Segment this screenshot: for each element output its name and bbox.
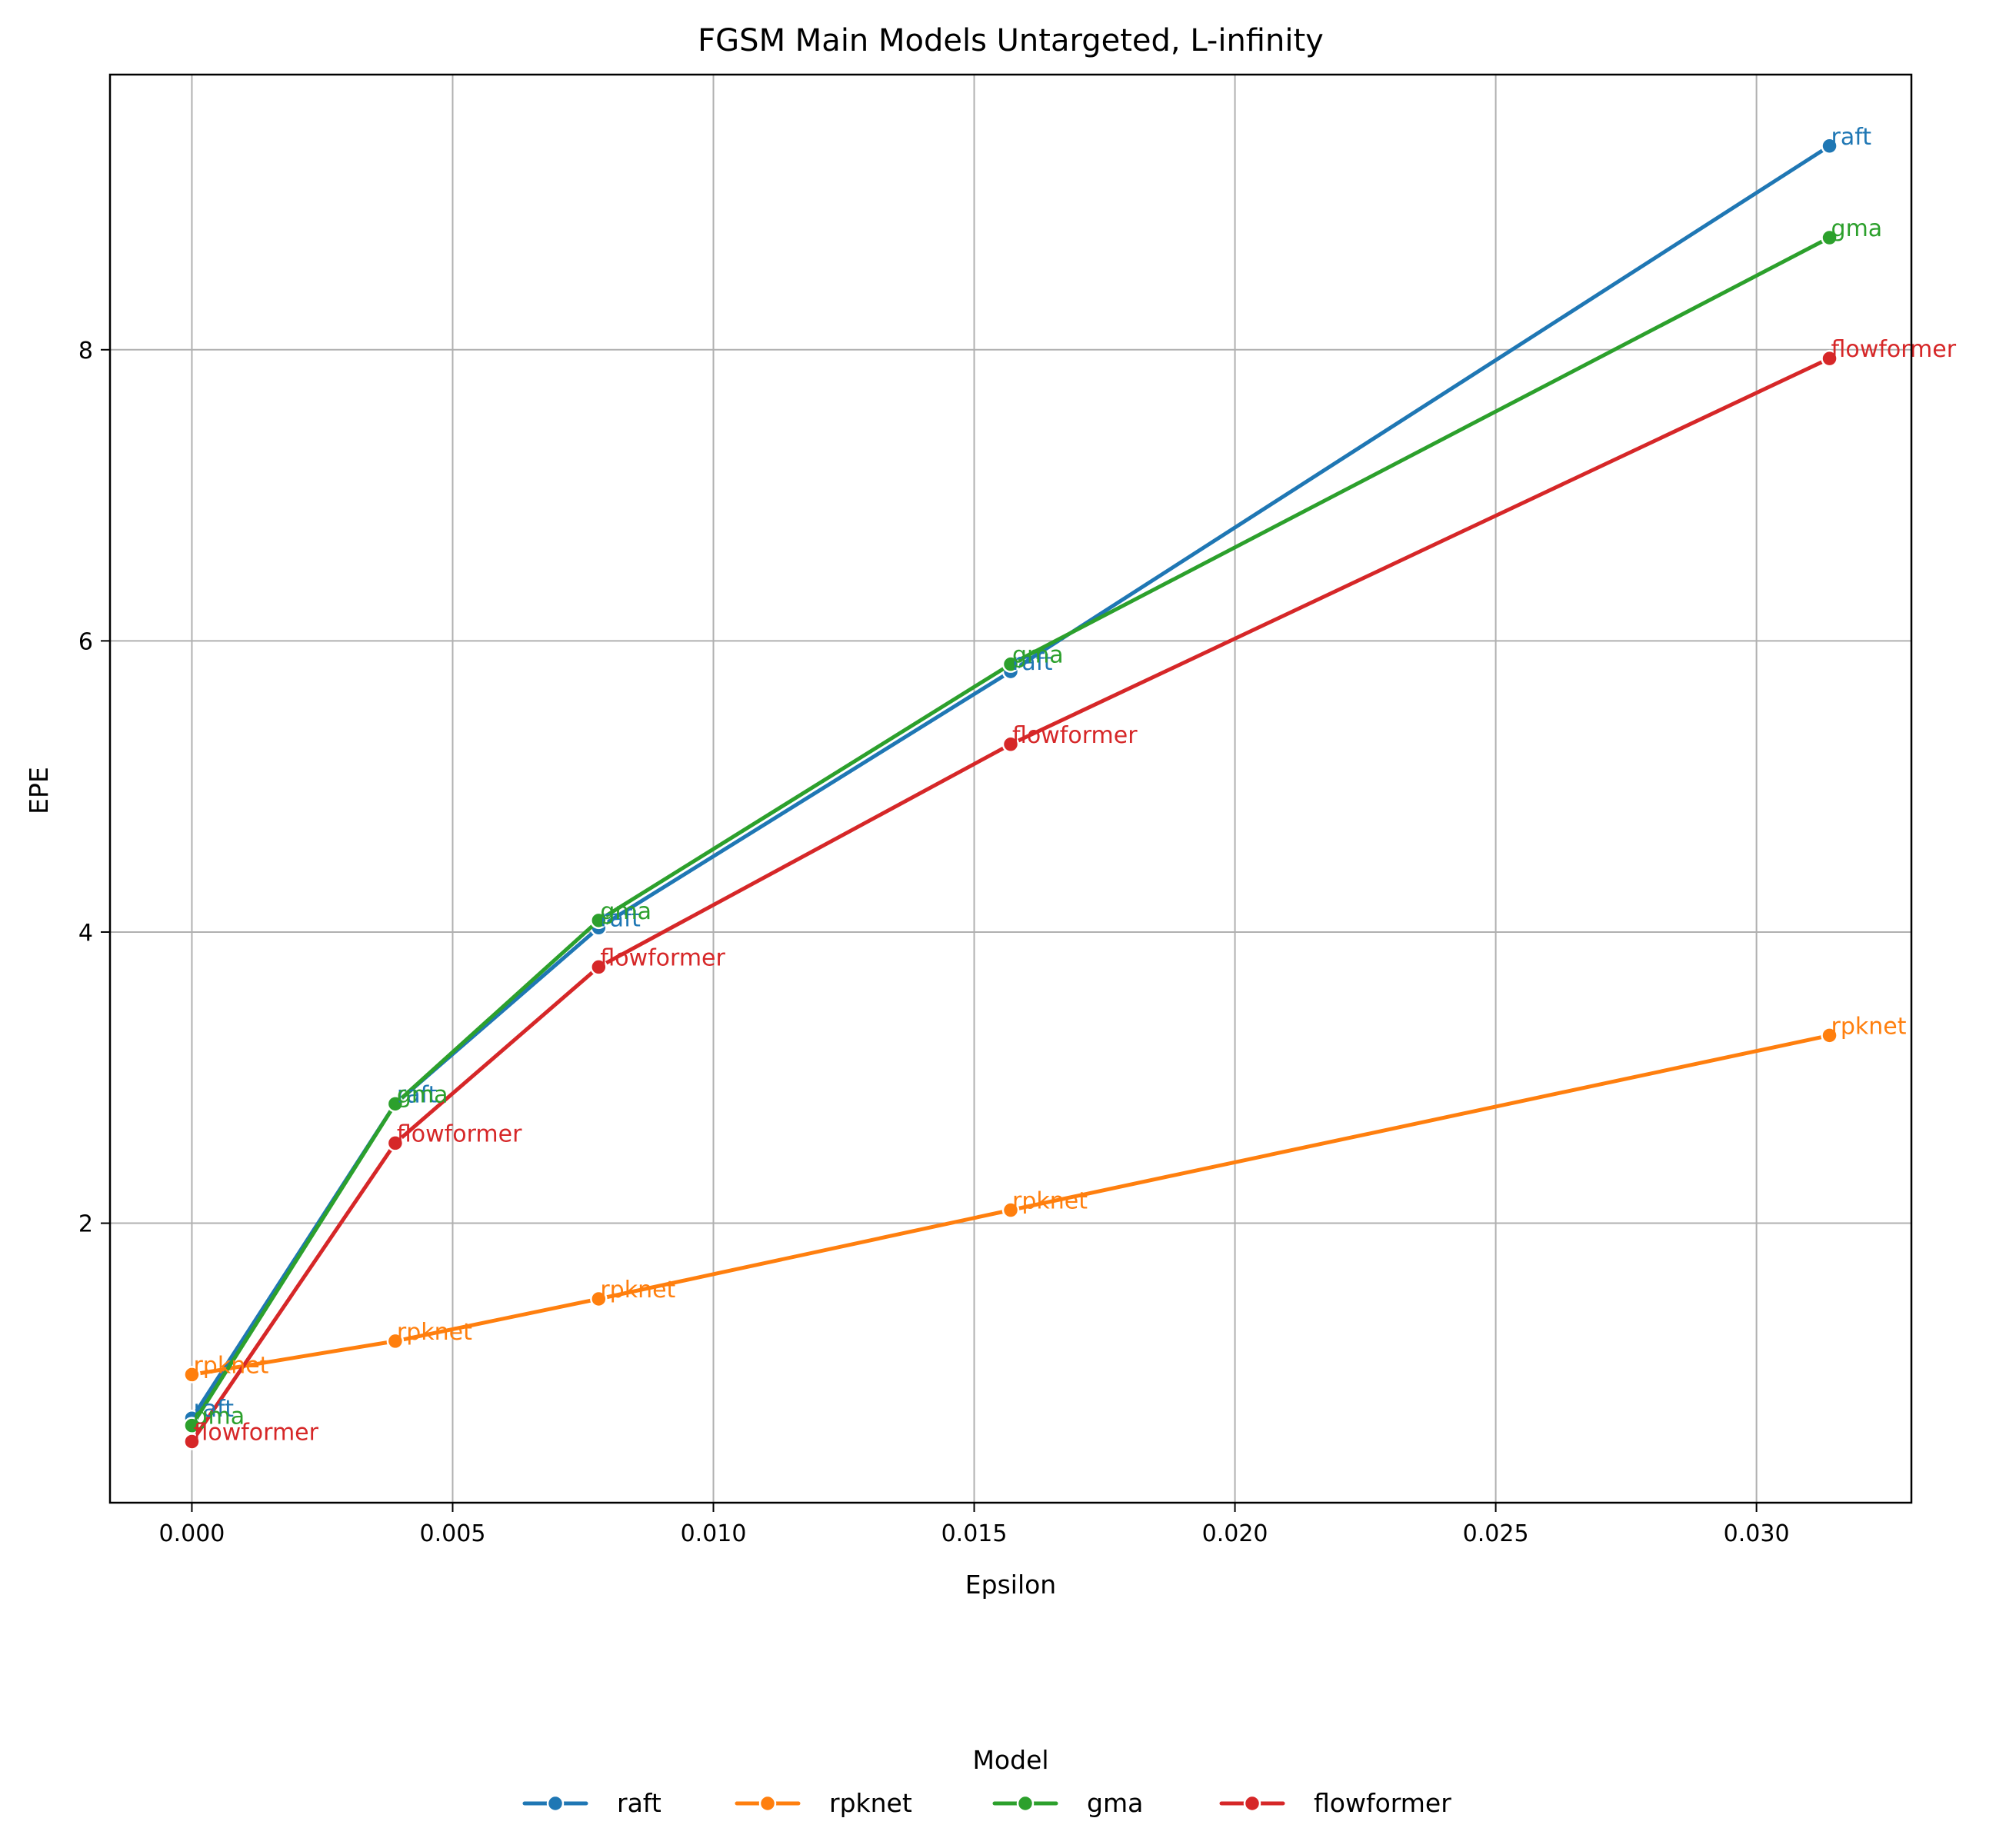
y-tick-label: 2 xyxy=(78,1211,93,1238)
x-tick-label: 0.005 xyxy=(420,1520,486,1547)
data-point-rpknet xyxy=(590,1290,608,1308)
data-point-flowformer xyxy=(386,1134,405,1152)
data-label-raft: raft xyxy=(397,1081,438,1108)
axis-ticks: 0.000 0.005 0.010 0.015 0.020 0.025 0.030 2 4 6 8 xyxy=(78,338,1790,1547)
y-tick-label: 4 xyxy=(78,920,93,947)
y-tick-label: 6 xyxy=(78,628,93,655)
data-label-rpknet: rpknet xyxy=(1012,1188,1088,1215)
legend-title: Model xyxy=(972,1745,1048,1775)
data-label-rpknet: rpknet xyxy=(1831,1013,1907,1040)
x-axis-label: Epsilon xyxy=(965,1570,1056,1600)
legend-marker xyxy=(546,1794,565,1813)
x-tick-label: 0.030 xyxy=(1724,1520,1790,1547)
data-label-gma: gma xyxy=(1831,215,1883,242)
y-tick-label: 8 xyxy=(78,338,93,365)
data-label-gma: gma xyxy=(1012,642,1064,669)
data-point-rpknet xyxy=(1821,1027,1838,1044)
data-label-flowformer: flowformer xyxy=(397,1120,522,1147)
data-point-gma xyxy=(590,911,608,930)
data-label-rpknet: rpknet xyxy=(397,1319,472,1346)
data-point-rpknet xyxy=(1001,1201,1020,1219)
data-label-raft: raft xyxy=(193,1396,234,1423)
data-label-raft: raft xyxy=(1012,649,1053,676)
series-rpknet xyxy=(183,1027,1838,1384)
data-point-flowformer xyxy=(1001,735,1020,754)
legend-label: raft xyxy=(617,1788,661,1818)
x-tick-label: 0.020 xyxy=(1202,1520,1268,1547)
chart-title: FGSM Main Models Untargeted, L-infinity xyxy=(698,23,1324,58)
x-tick-label: 0.010 xyxy=(681,1520,747,1547)
data-point-rpknet xyxy=(386,1332,405,1350)
plot-series xyxy=(183,137,1838,1450)
legend-marker xyxy=(1016,1794,1035,1813)
legend-item-gma: gma xyxy=(992,1788,1143,1818)
data-label-gma: gma xyxy=(600,898,651,925)
legend-label: rpknet xyxy=(829,1788,912,1818)
legend-label: gma xyxy=(1087,1788,1143,1818)
legend-item-rpknet: rpknet xyxy=(735,1788,912,1818)
data-point-raft xyxy=(1821,137,1838,155)
legend-marker xyxy=(758,1794,777,1813)
data-label-rpknet: rpknet xyxy=(600,1277,675,1304)
data-label-raft: raft xyxy=(1831,124,1872,151)
series-flowformer xyxy=(183,349,1838,1450)
data-point-flowformer xyxy=(1821,349,1838,368)
x-tick-label: 0.000 xyxy=(159,1520,225,1547)
data-point-flowformer xyxy=(183,1433,201,1450)
legend-marker xyxy=(1243,1794,1261,1813)
data-label-gma: gma xyxy=(397,1081,448,1108)
series-gma xyxy=(183,228,1838,1434)
plot-frame xyxy=(108,73,1913,1504)
data-label-gma: gma xyxy=(193,1403,245,1430)
point-labels: raft raft raft raft raft rpknet rpknet rpknet rp… xyxy=(193,124,1956,1447)
legend-items: raft rpknet gma flowformer xyxy=(522,1788,1451,1818)
x-tick-label: 0.025 xyxy=(1463,1520,1529,1547)
data-label-flowformer: flowformer xyxy=(1012,722,1138,749)
data-label-flowformer: flowformer xyxy=(1831,336,1957,363)
legend-item-raft: raft xyxy=(522,1788,661,1818)
data-point-gma xyxy=(1821,228,1838,247)
data-point-rpknet xyxy=(183,1366,201,1384)
legend-item-flowformer: flowformer xyxy=(1219,1788,1451,1818)
data-label-flowformer: flowformer xyxy=(193,1419,318,1446)
data-point-gma xyxy=(386,1095,405,1113)
legend: Model raft rpknet gma flowformer xyxy=(522,1745,1451,1818)
data-point-gma xyxy=(1001,655,1020,673)
data-label-raft: raft xyxy=(600,905,641,932)
x-tick-label: 0.015 xyxy=(941,1520,1008,1547)
y-axis-label: EPE xyxy=(24,767,54,814)
data-label-flowformer: flowformer xyxy=(600,944,725,971)
data-point-flowformer xyxy=(590,958,608,976)
data-label-rpknet: rpknet xyxy=(193,1352,268,1379)
legend-label: flowformer xyxy=(1314,1788,1451,1818)
